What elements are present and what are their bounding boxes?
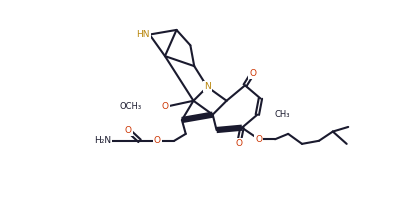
Text: O: O: [235, 139, 242, 148]
Text: H₂N: H₂N: [94, 136, 111, 145]
Text: O: O: [255, 135, 262, 144]
Text: N: N: [204, 82, 211, 91]
Text: O: O: [249, 69, 256, 78]
Text: CH₃: CH₃: [274, 110, 290, 119]
Text: O: O: [154, 136, 161, 145]
Text: HN: HN: [136, 30, 150, 39]
Text: O: O: [124, 126, 132, 134]
Text: OCH₃: OCH₃: [120, 102, 142, 111]
Text: O: O: [162, 102, 168, 111]
